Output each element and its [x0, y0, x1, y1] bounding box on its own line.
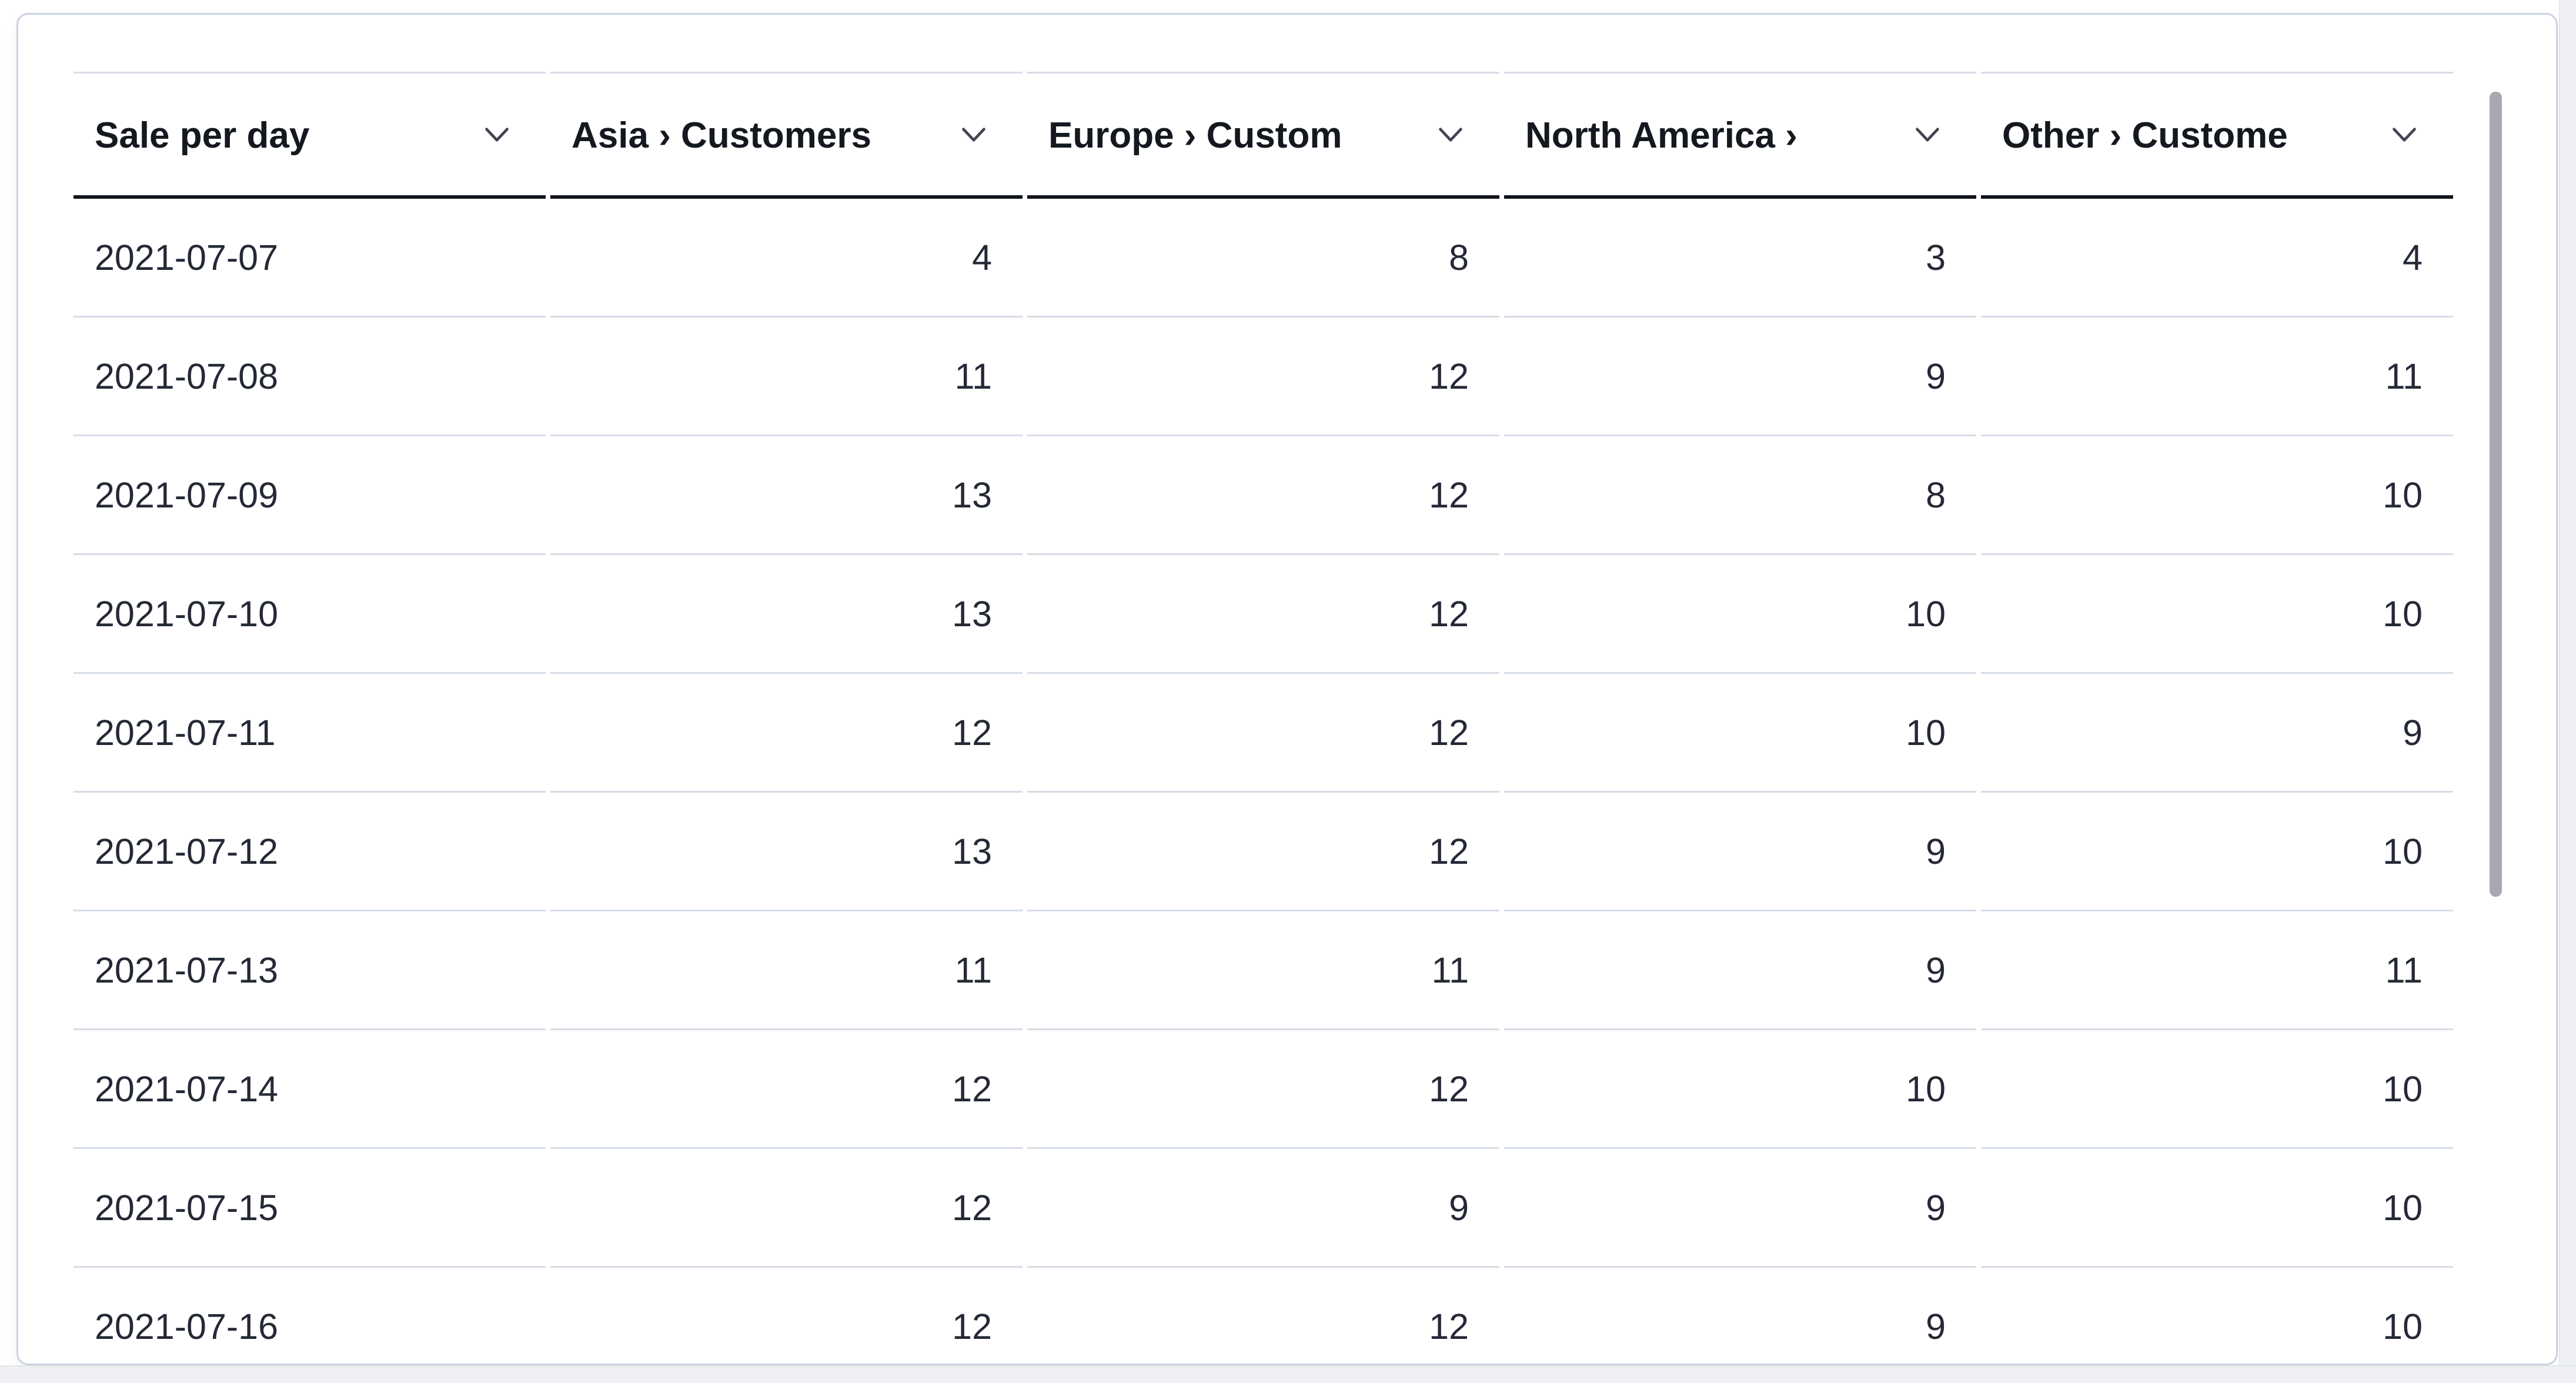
date-cell: 2021-07-08 [73, 318, 546, 436]
value-cell: 12 [550, 1149, 1023, 1268]
date-cell: 2021-07-13 [73, 911, 546, 1030]
value-cell: 8 [1027, 199, 1499, 318]
date-cell: 2021-07-12 [73, 793, 546, 911]
table-row: 2021-07-15 12 9 9 10 [73, 1149, 2453, 1268]
value-cell: 10 [1981, 1149, 2453, 1268]
value-cell: 9 [1504, 793, 1976, 911]
column-header-europe-customers[interactable]: Europe › Custom [1027, 72, 1499, 199]
report-card: Sale per day Asia › Customers Europe › C… [16, 13, 2558, 1365]
table-header: Sale per day Asia › Customers Europe › C… [73, 72, 2453, 199]
value-cell: 4 [1981, 199, 2453, 318]
column-header-north-america-customers[interactable]: North America › [1504, 72, 1976, 199]
value-cell: 10 [1504, 674, 1976, 793]
date-cell: 2021-07-14 [73, 1030, 546, 1149]
value-cell: 11 [1981, 911, 2453, 1030]
column-header-label: Europe › Custom [1048, 115, 1342, 156]
table-row: 2021-07-07 4 8 3 4 [73, 199, 2453, 318]
table-row: 2021-07-14 12 12 10 10 [73, 1030, 2453, 1149]
date-cell: 2021-07-11 [73, 674, 546, 793]
column-header-label: Asia › Customers [572, 115, 871, 156]
value-cell: 12 [1027, 555, 1499, 674]
value-cell: 3 [1504, 199, 1976, 318]
chevron-down-icon[interactable] [485, 127, 509, 142]
chevron-down-icon[interactable] [1915, 127, 1940, 142]
value-cell: 10 [1981, 555, 2453, 674]
value-cell: 9 [1504, 911, 1976, 1030]
date-cell: 2021-07-07 [73, 199, 546, 318]
value-cell: 12 [1027, 793, 1499, 911]
date-cell: 2021-07-16 [95, 1306, 279, 1347]
sales-per-day-table: Sale per day Asia › Customers Europe › C… [69, 72, 2457, 1359]
value-cell: 11 [550, 911, 1023, 1030]
page-scrollbar-gutter-right [2559, 0, 2576, 1383]
value-cell: 13 [550, 436, 1023, 555]
value-cell: 10 [1981, 793, 2453, 911]
value-cell: 9 [1027, 1149, 1499, 1268]
column-header-label: North America › [1525, 115, 1797, 156]
column-header-asia-customers[interactable]: Asia › Customers [550, 72, 1023, 199]
chevron-down-icon[interactable] [2392, 127, 2417, 142]
table-row: 2021-07-10 13 12 10 10 [73, 555, 2453, 674]
table-scroll-area[interactable]: Sale per day Asia › Customers Europe › C… [69, 72, 2457, 1359]
value-cell: 8 [1504, 436, 1976, 555]
value-cell: 12 [1027, 436, 1499, 555]
value-cell: 12 [1027, 1030, 1499, 1149]
table-header-row: Sale per day Asia › Customers Europe › C… [73, 72, 2453, 199]
value-cell: 10 [1504, 1030, 1976, 1149]
value-cell: 10 [2383, 1306, 2423, 1347]
chevron-down-icon[interactable] [1438, 127, 1463, 142]
value-cell: 12 [550, 1030, 1023, 1149]
value-cell: 11 [1981, 318, 2453, 436]
value-cell: 12 [952, 1306, 992, 1347]
column-header-label: Sale per day [95, 115, 310, 156]
value-cell: 12 [1429, 1306, 1469, 1347]
date-cell: 2021-07-09 [73, 436, 546, 555]
column-header-label: Other › Custome [2002, 115, 2288, 156]
value-cell: 10 [1504, 555, 1976, 674]
date-cell: 2021-07-10 [73, 555, 546, 674]
column-header-other-customers[interactable]: Other › Custome [1981, 72, 2453, 199]
value-cell: 10 [1981, 436, 2453, 555]
table-row: 2021-07-11 12 12 10 9 [73, 674, 2453, 793]
table-row: 2021-07-12 13 12 9 10 [73, 793, 2453, 911]
value-cell: 10 [1981, 1030, 2453, 1149]
table-body: 2021-07-07 4 8 3 4 2021-07-08 11 12 9 11 2021-07-0… [73, 199, 2453, 1359]
vertical-scrollbar-thumb[interactable] [2490, 92, 2502, 897]
value-cell: 9 [1981, 674, 2453, 793]
value-cell: 12 [1027, 318, 1499, 436]
table-row: 2021-07-09 13 12 8 10 [73, 436, 2453, 555]
value-cell: 9 [1504, 1149, 1976, 1268]
value-cell: 11 [550, 318, 1023, 436]
value-cell: 12 [550, 674, 1023, 793]
value-cell: 11 [1027, 911, 1499, 1030]
value-cell: 9 [1504, 318, 1976, 436]
table-row: 2021-07-08 11 12 9 11 [73, 318, 2453, 436]
value-cell: 13 [550, 793, 1023, 911]
table-row: 2021-07-16 12 12 9 10 [73, 1268, 2453, 1359]
table-row: 2021-07-13 11 11 9 11 [73, 911, 2453, 1030]
value-cell: 4 [550, 199, 1023, 318]
chevron-down-icon[interactable] [961, 127, 986, 142]
column-header-sale-per-day[interactable]: Sale per day [73, 72, 546, 199]
date-cell: 2021-07-15 [73, 1149, 546, 1268]
value-cell: 9 [1926, 1306, 1946, 1347]
value-cell: 13 [550, 555, 1023, 674]
page-scrollbar-gutter-bottom [0, 1365, 2576, 1383]
value-cell: 12 [1027, 674, 1499, 793]
